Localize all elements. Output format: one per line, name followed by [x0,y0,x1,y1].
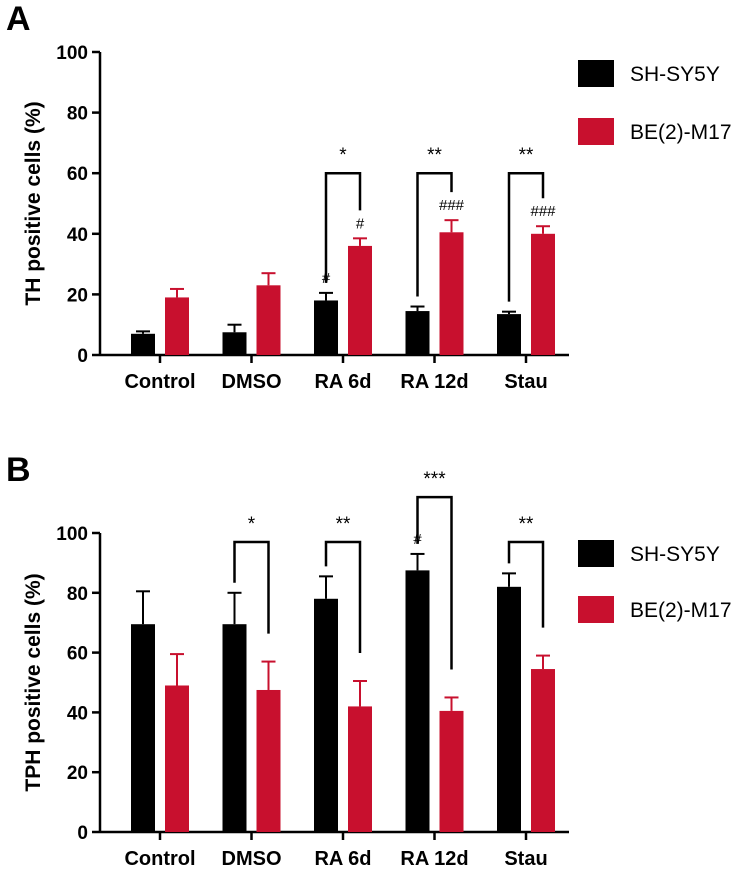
legend-label-b-1: BE(2)-M17 [630,599,732,622]
y-tick-label-a-3: 60 [67,164,88,185]
bar-a-s1-c1 [256,285,281,355]
x-tick-label-b-4: Stau [504,848,547,870]
significance-bracket-b-4 [507,540,545,628]
y-tick-label-a-1: 20 [67,285,88,306]
x-tick-label-b-3: RA 12d [400,848,468,870]
significance-bracket-b-1 [233,540,270,634]
legend-swatch-a-0 [578,60,614,87]
x-tick-label-b-1: DMSO [222,848,282,870]
y-tick-label-a-2: 40 [67,225,88,246]
bar-b-s1-c2 [348,706,372,832]
bar-a-s0-c4 [497,314,521,355]
y-tick-label-b-1: 20 [67,763,88,784]
significance-label-b-4: ** [519,514,534,535]
significance-label-b-1: * [248,514,256,535]
significance-hash-a-1: # [356,215,365,232]
significance-label-a-4: * [339,145,347,166]
y-tick-label-b-0: 0 [77,823,88,844]
legend-label-b-0: SH-SY5Y [630,543,720,566]
bar-b-s1-c4 [531,669,555,832]
significance-label-a-5: ** [427,145,442,166]
bar-a-s1-c0 [165,297,189,355]
legend-label-a-0: SH-SY5Y [630,63,720,86]
legend-swatch-b-1 [578,596,614,623]
bar-a-s0-c0 [131,333,155,355]
legend-swatch-a-1 [578,118,614,145]
significance-bracket-a-5 [416,171,453,297]
bar-b-s0-c4 [497,586,521,832]
bar-b-s0-c2 [314,598,338,832]
legend-swatch-b-0 [578,540,614,567]
y-tick-label-b-4: 80 [67,584,88,605]
bar-b-s0-c1 [222,624,247,832]
panel-label-b: B [6,451,31,489]
bar-a-s0-c1 [222,332,247,355]
y-tick-label-a-0: 0 [77,346,88,367]
bar-a-s0-c2 [314,300,338,355]
significance-bracket-a-6 [507,171,545,302]
y-tick-label-b-5: 100 [56,524,88,545]
panel-label-a: A [6,0,31,38]
significance-hash-a-3: ### [530,203,556,220]
y-tick-label-a-4: 80 [67,104,88,125]
bar-a-s1-c2 [348,245,372,355]
y-tick-label-b-3: 60 [67,644,88,665]
bar-a-s0-c3 [405,311,430,355]
x-tick-label-a-4: Stau [504,371,547,393]
bar-b-s1-c0 [165,685,189,832]
x-tick-label-a-1: DMSO [222,371,282,393]
significance-label-a-6: ** [519,145,534,166]
y-axis-title-b: TPH positive cells (%) [22,573,45,791]
x-tick-label-a-3: RA 12d [400,371,468,393]
bar-b-s0-c0 [131,624,155,832]
x-tick-label-a-2: RA 6d [314,371,371,393]
y-axis-title-a: TH positive cells (%) [22,101,45,305]
bar-a-s1-c4 [531,233,555,355]
bar-b-s1-c1 [256,689,281,832]
significance-bracket-b-2 [324,540,362,654]
chart-panel-a: A TH positive cells (%) 0 20 40 60 80 100 Contro… [6,0,732,393]
x-tick-label-a-0: Control [124,371,195,393]
bar-a-s1-c3 [439,232,464,355]
significance-bracket-a-4 [324,171,362,283]
chart-panel-b: B TPH positive cells (%) 0 20 40 60 80 100 Contr… [6,451,732,870]
x-tick-label-b-0: Control [124,848,195,870]
legend-label-a-1: BE(2)-M17 [630,121,732,144]
significance-bracket-b-3 [416,495,453,670]
significance-hash-a-2: ### [439,197,465,214]
y-tick-label-a-5: 100 [56,43,88,64]
bar-b-s1-c3 [439,710,464,832]
significance-label-b-3: *** [423,469,446,490]
x-tick-label-b-2: RA 6d [314,848,371,870]
significance-label-b-2: ** [336,514,351,535]
y-tick-label-b-2: 40 [67,703,88,724]
bar-b-s0-c3 [405,570,430,832]
